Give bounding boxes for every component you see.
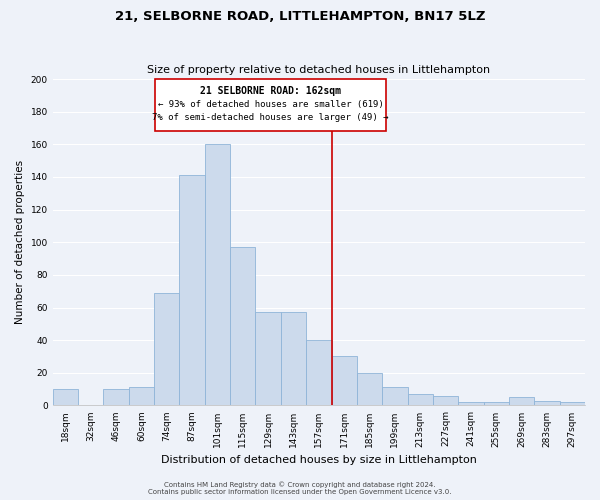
Text: 21 SELBORNE ROAD: 162sqm: 21 SELBORNE ROAD: 162sqm [200,86,341,96]
Bar [509,398,535,406]
Bar [129,388,154,406]
Title: Size of property relative to detached houses in Littlehampton: Size of property relative to detached ho… [147,66,490,76]
Bar [484,402,509,406]
Bar [154,293,179,406]
Bar [407,394,433,406]
Text: 21, SELBORNE ROAD, LITTLEHAMPTON, BN17 5LZ: 21, SELBORNE ROAD, LITTLEHAMPTON, BN17 5… [115,10,485,23]
Y-axis label: Number of detached properties: Number of detached properties [15,160,25,324]
Text: 7% of semi-detached houses are larger (49) →: 7% of semi-detached houses are larger (4… [152,114,389,122]
Bar [357,373,382,406]
Bar [205,144,230,406]
Bar [179,176,205,406]
Bar [53,389,78,406]
Bar [306,340,332,406]
Text: Contains HM Land Registry data © Crown copyright and database right 2024.: Contains HM Land Registry data © Crown c… [164,481,436,488]
Bar [332,356,357,406]
Text: ← 93% of detached houses are smaller (619): ← 93% of detached houses are smaller (61… [158,100,383,110]
Bar [230,247,256,406]
Text: Contains public sector information licensed under the Open Government Licence v3: Contains public sector information licen… [148,489,452,495]
Bar [382,388,407,406]
Bar [458,402,484,406]
Bar [155,79,386,132]
Bar [103,389,129,406]
Bar [560,402,585,406]
Bar [535,400,560,406]
Bar [256,312,281,406]
X-axis label: Distribution of detached houses by size in Littlehampton: Distribution of detached houses by size … [161,455,477,465]
Bar [433,396,458,406]
Bar [281,312,306,406]
